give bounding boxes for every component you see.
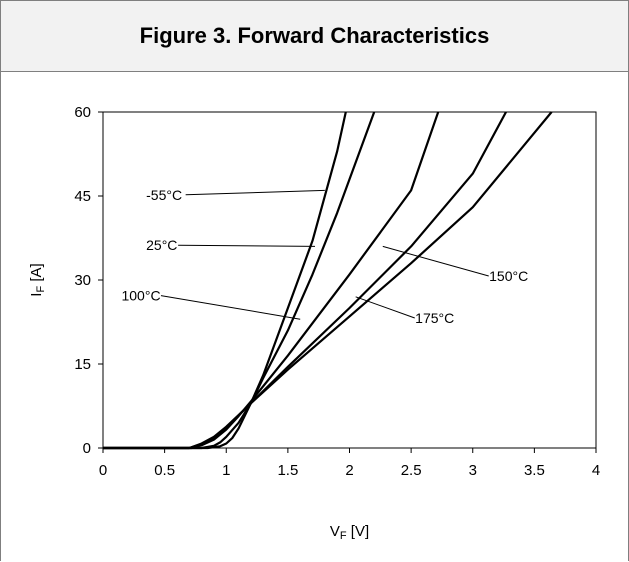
x-tick-label: 2 (345, 462, 353, 479)
x-tick-label: 3.5 (524, 462, 545, 479)
series-line-2 (103, 111, 440, 450)
x-tick-label: 4 (592, 462, 600, 479)
title-bar: Figure 3. Forward Characteristics (1, 1, 628, 72)
annotation-label-3: 150°C (489, 268, 528, 284)
chart-title: Figure 3. Forward Characteristics (139, 23, 490, 48)
x-tick-group: 0 0.5 1 1.5 2 2.5 3 3.5 4 (99, 448, 600, 479)
x-tick-label: 0 (99, 462, 107, 479)
y-tick-group: 0 15 30 45 60 (74, 104, 103, 457)
annotation-label-4: 175°C (415, 310, 454, 326)
annotation-group: -55°C 25°C 100°C 150°C 175°C (121, 187, 528, 326)
y-tick-label: 15 (74, 356, 91, 373)
annotation-leader-3 (382, 245, 489, 277)
y-tick-label: 30 (74, 272, 91, 289)
x-tick-label: 1 (222, 462, 230, 479)
series-line-3 (103, 111, 507, 450)
annotation-label-1: 25°C (146, 237, 177, 253)
annotation-leader-0 (185, 189, 325, 196)
y-axis-label: IF [A] (28, 263, 47, 296)
series-group (103, 111, 553, 450)
x-tick-label: 1.5 (277, 462, 298, 479)
x-tick-label: 0.5 (154, 462, 175, 479)
y-tick-label: 45 (74, 188, 91, 205)
x-tick-label: 3 (469, 462, 477, 479)
annotation-leader-4 (355, 296, 415, 319)
annotation-label-2: 100°C (121, 288, 160, 304)
y-tick-label: 60 (74, 104, 91, 121)
annotation-leader-1 (178, 244, 315, 247)
annotation-leader-2 (160, 295, 301, 320)
y-tick-label: 0 (83, 440, 91, 457)
x-tick-label: 2.5 (401, 462, 422, 479)
annotation-label-0: -55°C (146, 187, 182, 203)
series-line-4 (103, 111, 553, 450)
x-axis-label: VF [V] (330, 523, 369, 542)
series-line-0 (103, 111, 347, 450)
